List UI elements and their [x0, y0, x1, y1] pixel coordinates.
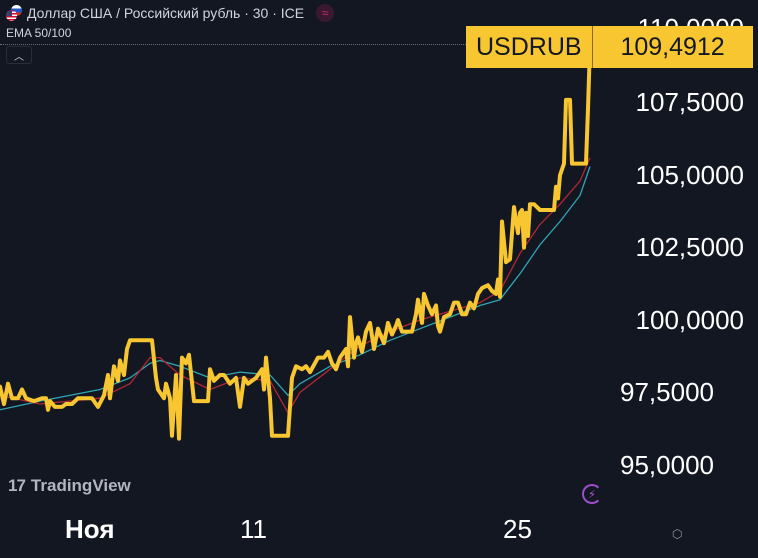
price-tag-symbol: USDRUB [466, 26, 593, 68]
last-price-line [0, 44, 470, 45]
time-axis[interactable]: Ноя 11 25 [0, 514, 758, 550]
lightning-icon[interactable]: ⚡ [582, 484, 602, 504]
price-line [0, 42, 592, 441]
time-label: 25 [503, 514, 532, 544]
price-tick: 100,0000 [635, 305, 744, 335]
time-label: 11 [240, 514, 267, 544]
price-tag-value: 109,4912 [620, 32, 725, 61]
indicator-label[interactable]: EMA 50/100 [6, 26, 72, 40]
tradingview-mark-icon: 17 [8, 476, 26, 495]
price-tick: 97,5000 [620, 377, 714, 407]
tradingview-wordmark: TradingView [30, 476, 131, 495]
settings-hex-icon[interactable]: ⬡ [672, 527, 683, 541]
symbol-title: Доллар США / Российский рубль · 30 · ICE [27, 5, 305, 21]
symbol-title-row[interactable]: Доллар США / Российский рубль · 30 · ICE… [6, 3, 335, 23]
price-tick: 102,5000 [635, 232, 744, 262]
tradingview-logo[interactable]: 17 TradingView [8, 476, 131, 496]
price-tick: 105,0000 [635, 160, 744, 190]
approx-icon[interactable]: ≈ [316, 4, 335, 22]
chart-legend: Доллар США / Российский рубль · 30 · ICE… [6, 3, 335, 64]
time-label: Ноя [65, 514, 115, 544]
ema100-line [0, 166, 591, 411]
chevron-up-icon: ︿ [14, 51, 24, 63]
price-chart[interactable] [0, 0, 600, 510]
price-tick: 107,5000 [635, 87, 744, 117]
us-ru-flags-icon [6, 4, 23, 22]
collapse-legend-button[interactable]: ︿ [6, 46, 32, 64]
price-tick: 95,0000 [620, 450, 714, 480]
price-tag: USDRUB 109,4912 [466, 26, 753, 68]
